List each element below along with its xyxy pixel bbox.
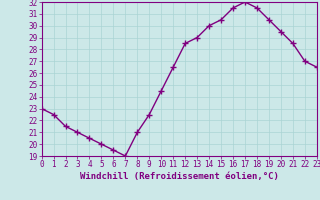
X-axis label: Windchill (Refroidissement éolien,°C): Windchill (Refroidissement éolien,°C) — [80, 172, 279, 181]
